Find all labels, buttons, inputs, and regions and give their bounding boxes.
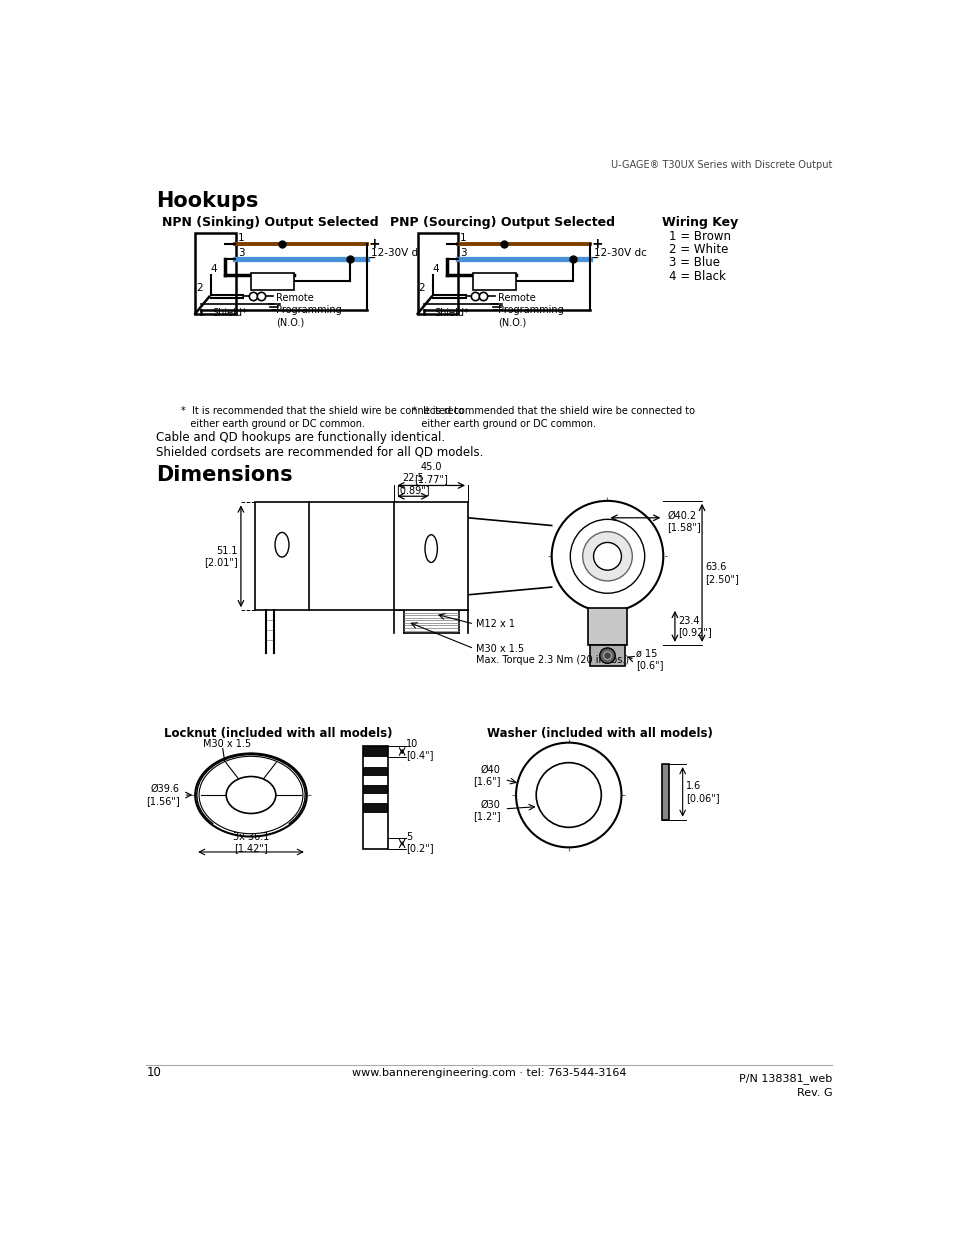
Text: Remote
Programming
(N.O.): Remote Programming (N.O.) [497, 293, 563, 327]
Text: 4: 4 [210, 264, 216, 274]
Text: 12-30V dc: 12-30V dc [593, 248, 646, 258]
Text: 45.0
[1.77"]: 45.0 [1.77"] [414, 462, 448, 484]
Text: –: – [369, 252, 375, 266]
Text: 10
[0.4"]: 10 [0.4"] [406, 739, 433, 761]
Text: 2: 2 [418, 283, 425, 293]
Text: *  It is recommended that the shield wire be connected to
   either earth ground: * It is recommended that the shield wire… [412, 406, 695, 430]
Text: 4 = Black: 4 = Black [669, 269, 725, 283]
Text: ø 15
[0.6"]: ø 15 [0.6"] [636, 648, 663, 671]
Text: 3 = Blue: 3 = Blue [669, 257, 720, 269]
Text: Hookups: Hookups [155, 190, 257, 210]
Text: 4: 4 [433, 264, 439, 274]
Text: Ø39.6
[1.56"]: Ø39.6 [1.56"] [146, 784, 179, 805]
Text: P/N 138381_web
Rev. G: P/N 138381_web Rev. G [739, 1073, 831, 1098]
Bar [363, 746, 388, 848]
Bar [195, 233, 235, 314]
Bar [363, 767, 388, 776]
Text: Locknut (included with all models): Locknut (included with all models) [164, 727, 392, 740]
Text: www.bannerengineering.com · tel: 763-544-3164: www.bannerengineering.com · tel: 763-544… [352, 1068, 625, 1078]
Text: 2 = White: 2 = White [669, 243, 728, 257]
Circle shape [599, 648, 615, 663]
Bar [590, 645, 624, 667]
Text: 3: 3 [237, 248, 244, 258]
Bar [363, 776, 388, 785]
Text: 1 = Brown: 1 = Brown [669, 230, 731, 243]
Bar [251, 273, 294, 290]
Bar [363, 785, 388, 794]
Circle shape [536, 763, 600, 827]
Text: M30 x 1.5: M30 x 1.5 [476, 643, 523, 653]
Ellipse shape [195, 753, 307, 836]
Text: Wiring Key: Wiring Key [661, 216, 738, 228]
Text: 2: 2 [196, 283, 203, 293]
Text: Ø40
[1.6"]: Ø40 [1.6"] [473, 764, 500, 787]
Text: 63.6
[2.50"]: 63.6 [2.50"] [704, 562, 739, 584]
Text: Dimensions: Dimensions [155, 464, 292, 484]
Text: M30 x 1.5: M30 x 1.5 [203, 740, 251, 750]
Bar [661, 764, 668, 820]
Circle shape [551, 501, 662, 611]
Text: *  It is recommended that the shield wire be connected to
   either earth ground: * It is recommended that the shield wire… [181, 406, 464, 430]
Text: Washer (included with all models): Washer (included with all models) [486, 727, 712, 740]
Circle shape [603, 652, 611, 659]
Text: 1.6
[0.06"]: 1.6 [0.06"] [685, 781, 719, 803]
Bar [417, 233, 457, 314]
Text: 3x 36.1
[1.42"]: 3x 36.1 [1.42"] [233, 832, 269, 853]
Text: Max. Torque 2.3 Nm (20 in-lbs.): Max. Torque 2.3 Nm (20 in-lbs.) [476, 656, 628, 666]
Text: NPN (Sinking) Output Selected: NPN (Sinking) Output Selected [162, 216, 378, 228]
Text: –: – [591, 252, 598, 266]
Ellipse shape [274, 532, 289, 557]
Ellipse shape [226, 777, 275, 814]
Text: 23.4
[0.92"]: 23.4 [0.92"] [678, 615, 711, 637]
Text: Cable and QD hookups are functionally identical.: Cable and QD hookups are functionally id… [155, 431, 444, 445]
Bar [394, 503, 468, 610]
Text: Load: Load [481, 277, 507, 287]
Text: 5
[0.2"]: 5 [0.2"] [406, 832, 434, 853]
Bar [254, 503, 309, 610]
Ellipse shape [199, 756, 303, 834]
Text: Shield*: Shield* [212, 309, 247, 319]
Text: 1: 1 [459, 233, 466, 243]
Bar [363, 794, 388, 804]
Circle shape [593, 542, 620, 571]
Ellipse shape [424, 535, 436, 562]
Circle shape [516, 742, 620, 847]
Text: 12-30V dc: 12-30V dc [371, 248, 423, 258]
Text: Shielded cordsets are recommended for all QD models.: Shielded cordsets are recommended for al… [155, 445, 482, 458]
Text: +: + [369, 237, 380, 251]
Text: Shield*: Shield* [435, 309, 469, 319]
Text: M12 x 1: M12 x 1 [476, 619, 515, 629]
Text: Ø40.2
[1.58"]: Ø40.2 [1.58"] [666, 511, 700, 532]
Text: Ø30
[1.2"]: Ø30 [1.2"] [473, 799, 500, 821]
Circle shape [582, 531, 632, 580]
Bar [363, 813, 388, 823]
Text: U-GAGE® T30UX Series with Discrete Output: U-GAGE® T30UX Series with Discrete Outpu… [611, 161, 832, 170]
Text: 51.1
[2.01"]: 51.1 [2.01"] [204, 546, 237, 567]
Bar [363, 804, 388, 813]
Circle shape [570, 520, 644, 593]
Bar [587, 608, 626, 645]
Text: Remote
Programming
(N.O.): Remote Programming (N.O.) [275, 293, 341, 327]
Text: Load: Load [259, 277, 285, 287]
Bar [363, 746, 388, 757]
Text: 10: 10 [146, 1067, 161, 1079]
Text: PNP (Sourcing) Output Selected: PNP (Sourcing) Output Selected [390, 216, 615, 228]
Text: 1: 1 [237, 233, 244, 243]
Text: +: + [591, 237, 602, 251]
Text: 3: 3 [459, 248, 466, 258]
Text: 22.5
[0.89"]: 22.5 [0.89"] [395, 473, 429, 495]
Bar [473, 273, 516, 290]
Bar [363, 757, 388, 767]
